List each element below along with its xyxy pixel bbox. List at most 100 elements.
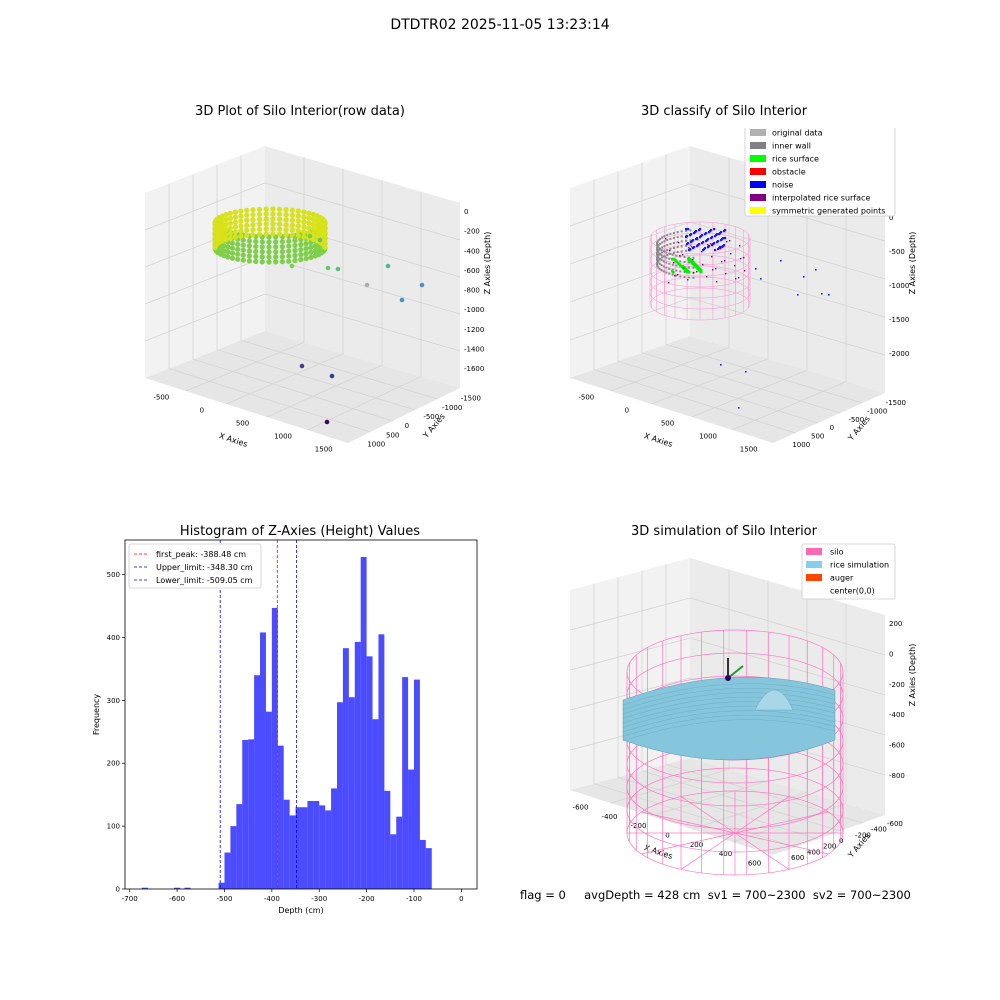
raw-point [238, 218, 244, 224]
raw-point [266, 244, 272, 250]
rice-mesh-line [622, 696, 836, 719]
legend-frame [801, 543, 896, 600]
floor-grid-line [168, 368, 371, 433]
inner-wall-point [656, 240, 659, 243]
interpolated-point [687, 279, 689, 281]
raw-point [244, 212, 250, 218]
raw-point [232, 214, 238, 220]
inner-wall-point [656, 247, 659, 249]
inner-wall-point [692, 276, 695, 279]
noise-point [803, 276, 805, 278]
rice-mesh-line [622, 714, 836, 737]
back-pane [265, 146, 460, 388]
legend-frame [744, 128, 896, 217]
floor-grid-line [617, 776, 818, 840]
x-axis-label: X Axies [218, 431, 249, 449]
floor-grid-line [691, 791, 808, 830]
raw-point [295, 213, 301, 219]
inner-wall-point [661, 256, 664, 259]
silo-wireframe [649, 221, 751, 321]
raw-point [263, 211, 269, 217]
x-tick-label: 400 [719, 850, 732, 858]
inner-wall-point [675, 269, 678, 272]
silo-floor-spoke [641, 811, 736, 834]
raw-point [232, 209, 238, 215]
inner-wall-point [671, 253, 674, 256]
x-tick-label: -400 [264, 895, 280, 903]
left-grid-line [144, 182, 266, 231]
inner-wall-point [665, 271, 668, 274]
legend-label: interpolated rice surface [772, 194, 870, 203]
raw-point [256, 231, 263, 237]
inner-wall-point [687, 276, 690, 279]
legend-swatch [750, 207, 766, 214]
inner-wall-point [675, 264, 678, 267]
x-tick-label: -500 [153, 394, 169, 402]
legend-label: noise [772, 181, 793, 190]
x-tick-label: -600 [169, 895, 185, 903]
inner-wall-point [659, 252, 662, 255]
reference-lines [219, 540, 297, 889]
inner-wall-point [687, 266, 690, 269]
floor-pane [570, 336, 885, 443]
left-grid-line [569, 637, 691, 671]
interpolated-point [693, 272, 695, 274]
x-tick-label: -500 [578, 394, 594, 402]
raw-point [227, 230, 233, 236]
z-tick-label: -1400 [464, 345, 484, 353]
rice-surface-point [673, 258, 676, 261]
inner-wall-point [656, 257, 659, 259]
raw-point [295, 218, 301, 224]
raw-point [250, 227, 256, 233]
figure-title: DTDTR02 2025-11-05 13:23:14 [390, 17, 610, 33]
inner-wall-point [656, 245, 659, 248]
inner-wall-point [679, 260, 682, 263]
noise-point [688, 249, 691, 252]
inner-wall-point [687, 256, 690, 259]
legend-label: silo [830, 548, 844, 557]
interpolated-point [743, 257, 745, 259]
raw-point [266, 249, 272, 255]
inner-wall-point [656, 250, 659, 253]
floor-pane [570, 758, 885, 855]
noise-point [714, 249, 717, 252]
histogram-bar [141, 887, 148, 889]
histogram-bar [372, 719, 379, 889]
inner-wall-point [672, 237, 675, 239]
back-grid-line [689, 637, 886, 696]
inner-wall-point [663, 240, 666, 243]
inner-wall-point [657, 259, 660, 262]
interpolated-point [665, 238, 667, 240]
floor-grid-line [651, 780, 769, 817]
inner-wall-point [679, 270, 682, 273]
raw-point [223, 232, 229, 238]
noise-point [718, 233, 721, 236]
raw-point [263, 216, 269, 222]
raw-point [289, 222, 295, 228]
z-tick-label: -1000 [464, 306, 484, 314]
raw-point [286, 248, 292, 254]
auger-axis-y [727, 665, 744, 679]
inner-wall-point [676, 251, 679, 254]
interpolated-point [715, 268, 717, 270]
y-tick-label: 500 [811, 433, 824, 441]
inner-wall-point [685, 229, 687, 232]
y-tick-label: 1000 [792, 441, 810, 449]
inner-wall-point [656, 264, 659, 267]
raw-point [283, 212, 289, 218]
raw-point [301, 219, 307, 225]
interpolated-point [740, 258, 742, 260]
raw-point [286, 238, 292, 244]
x-tick-label: -300 [311, 895, 327, 903]
floor-grid-line [593, 783, 796, 848]
interpolated-point [734, 265, 736, 267]
noise-point [720, 239, 723, 242]
noise-point [704, 233, 707, 236]
interpolated-points [665, 238, 746, 284]
back-grid-line [264, 182, 461, 241]
noise-point [690, 241, 693, 244]
legend-swatch [750, 129, 766, 136]
raw-point [270, 226, 276, 232]
silo-floor-spoke [680, 796, 736, 834]
legend-label: inner wall [772, 142, 811, 151]
